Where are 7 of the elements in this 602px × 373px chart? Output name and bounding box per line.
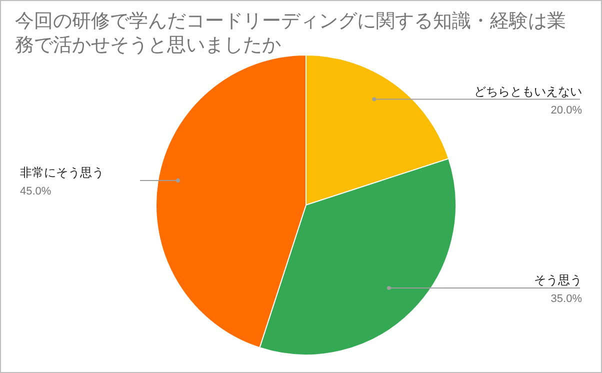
chart-title: 今回の研修で学んだコードリーディングに関する知識・経験は業務で活かせそうと思いましたか [15, 9, 567, 57]
slice-label: どちらともいえない [474, 84, 582, 98]
data-label: 35.0% [550, 293, 582, 306]
data-label: 45.0% [20, 186, 52, 198]
data-label: 20.0% [550, 104, 582, 116]
slice-label: 非常にそう思う [20, 166, 104, 180]
slice-label: そう思う [534, 273, 582, 288]
